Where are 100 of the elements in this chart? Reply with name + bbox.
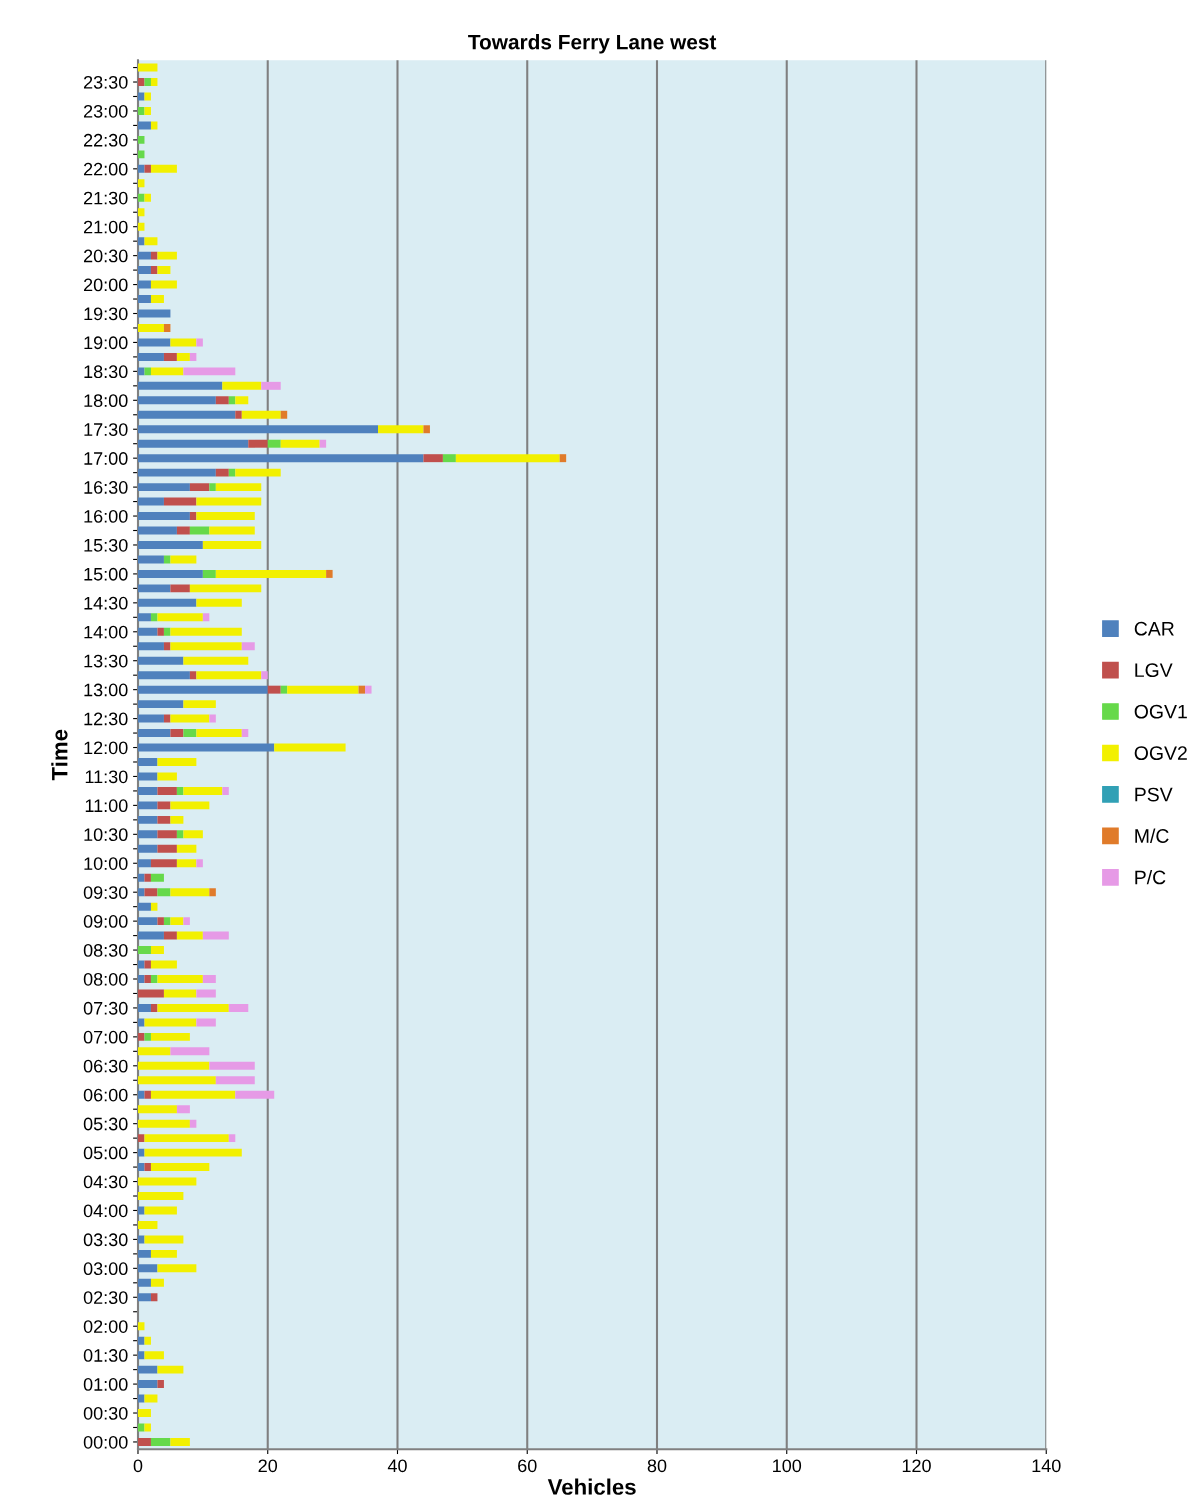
bar [144,1148,242,1157]
bar [202,541,262,549]
bar [137,454,424,463]
y-axis-title: Time [51,729,68,781]
bar [157,613,203,622]
bar [241,729,249,738]
bar [137,439,249,448]
y-tick-label: 19:00 [84,336,128,350]
bar [137,786,158,795]
bar [144,1336,151,1345]
bar [137,121,151,130]
legend-label: PSV [1135,787,1173,802]
y-tick-label: 11:00 [85,799,128,813]
bar [170,714,210,723]
x-tick-label: 80 [647,1459,667,1473]
y-tick-label: 02:30 [83,1291,128,1304]
y-tick-label: 22:00 [83,162,128,176]
bar [144,960,151,969]
bar [137,1249,151,1258]
bar [137,78,145,86]
y-tick-label: 05:00 [83,1146,128,1160]
bar [137,63,158,72]
bar [137,714,164,723]
bar [215,468,229,477]
bar [196,859,203,868]
bar [150,367,184,376]
bar [137,1293,151,1302]
bar [137,1264,158,1273]
bar [423,454,443,463]
y-tick-label: 22:30 [83,133,128,147]
bar [183,656,249,665]
y-tick-label: 10:30 [84,828,128,842]
bar [287,685,359,694]
bar [209,714,216,723]
bar [144,164,151,173]
bar [241,410,281,419]
bar [280,685,288,694]
bar [157,975,203,983]
bar [196,671,262,680]
bar [163,989,197,998]
bar [157,801,171,810]
x-tick-label: 60 [518,1459,537,1473]
bar [137,830,158,839]
bar [202,975,216,983]
bar [163,323,171,332]
bar [144,1206,177,1215]
bar [196,338,203,347]
bar [228,396,236,405]
bar [150,121,158,130]
bar [137,1148,145,1157]
bar [144,106,151,115]
bar [455,454,560,463]
bar [137,613,151,622]
y-tick-label: 03:30 [83,1233,128,1247]
x-axis-title: Vehicles [547,1478,636,1495]
bar [157,888,171,897]
bar [559,454,567,463]
legend-label: P/C [1135,870,1166,885]
bar [137,989,164,998]
bar [137,266,151,275]
bar [183,700,216,709]
bar [170,338,197,347]
bar [144,1134,229,1143]
bar [144,78,151,86]
bar [176,352,190,361]
bar [157,844,177,853]
bar [150,859,177,868]
bar [163,714,171,723]
bar [137,1380,158,1389]
y-tick-label: 00:30 [83,1406,128,1420]
bar [228,1134,236,1143]
y-tick-label: 17:30 [84,423,128,436]
bar [137,844,158,853]
y-tick-label: 12:00 [84,741,128,755]
bar [202,931,229,940]
bar [150,1163,210,1172]
bar [137,193,145,202]
bar [137,425,379,434]
bar [189,483,210,492]
y-tick-label: 08:00 [83,972,128,986]
bar [137,975,145,983]
bar [176,931,203,940]
y-tick-label: 01:30 [83,1349,128,1362]
y-tick-label: 07:30 [83,1001,128,1015]
bar [176,786,184,795]
bar [170,729,184,738]
bar [202,569,216,578]
y-tick-label: 14:00 [84,625,128,639]
bar [137,1278,151,1287]
legend-label: M/C [1135,828,1169,843]
bar [280,410,288,419]
bar [235,410,242,419]
bar [150,251,158,260]
bar [137,251,151,260]
y-tick-label: 18:30 [84,365,128,379]
bar [196,729,242,738]
bar [196,598,242,607]
bar [222,786,229,795]
y-tick-label: 16:30 [84,481,128,494]
bar [170,801,210,810]
